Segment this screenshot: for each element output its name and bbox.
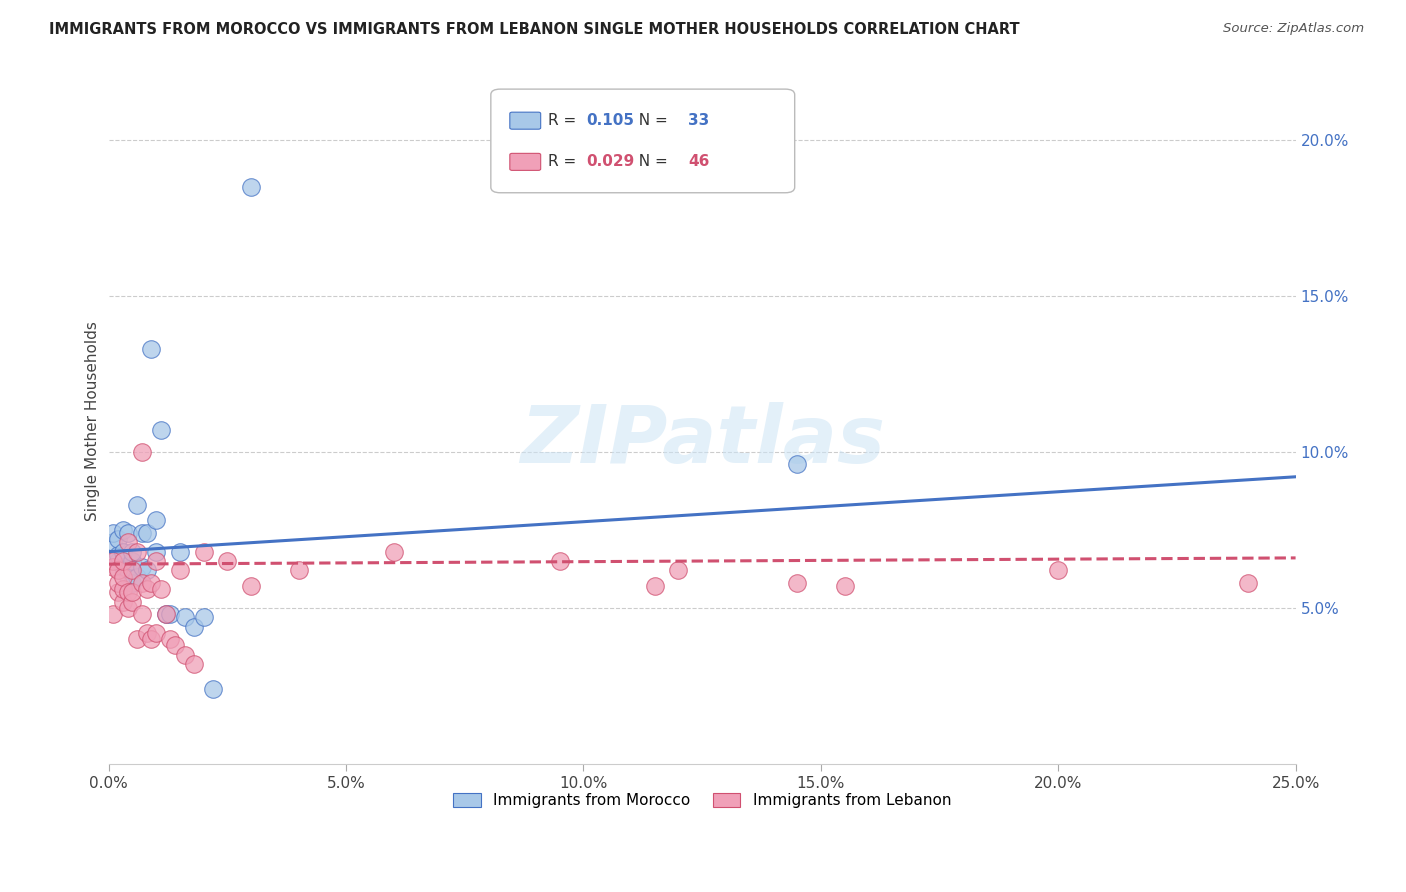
Point: [135, 563, 157, 577]
Point: [666, 563, 689, 577]
Point: [131, 607, 153, 621]
Text: R =: R =: [548, 113, 581, 128]
Point: [107, 554, 129, 568]
Point: [135, 525, 157, 540]
Point: [786, 575, 808, 590]
Text: 33: 33: [688, 113, 709, 128]
Point: [193, 544, 215, 558]
Point: [117, 535, 139, 549]
Point: [169, 544, 191, 558]
Point: [173, 610, 195, 624]
Text: IMMIGRANTS FROM MOROCCO VS IMMIGRANTS FROM LEBANON SINGLE MOTHER HOUSEHOLDS CORR: IMMIGRANTS FROM MOROCCO VS IMMIGRANTS FR…: [49, 22, 1019, 37]
Point: [127, 569, 149, 583]
Point: [240, 579, 263, 593]
Point: [131, 525, 153, 540]
Point: [103, 554, 125, 568]
Point: [121, 585, 143, 599]
Point: [145, 625, 167, 640]
Point: [111, 554, 134, 568]
Point: [786, 458, 808, 472]
Point: [159, 607, 181, 621]
Point: [107, 548, 129, 562]
Text: Source: ZipAtlas.com: Source: ZipAtlas.com: [1223, 22, 1364, 36]
Point: [548, 554, 571, 568]
Point: [107, 532, 129, 546]
Point: [111, 560, 134, 574]
Point: [834, 579, 856, 593]
Point: [117, 525, 139, 540]
Point: [159, 632, 181, 646]
Point: [111, 569, 134, 583]
Legend: Immigrants from Morocco, Immigrants from Lebanon: Immigrants from Morocco, Immigrants from…: [447, 788, 957, 814]
Point: [127, 632, 149, 646]
Point: [127, 498, 149, 512]
Point: [111, 523, 134, 537]
Point: [111, 594, 134, 608]
Point: [117, 569, 139, 583]
Point: [141, 632, 163, 646]
Point: [121, 594, 143, 608]
Point: [149, 582, 172, 596]
Point: [103, 525, 125, 540]
Point: [107, 563, 129, 577]
Point: [131, 560, 153, 574]
Point: [183, 619, 205, 633]
Point: [121, 563, 143, 577]
Point: [193, 610, 215, 624]
Point: [382, 544, 405, 558]
Point: [149, 423, 172, 437]
Text: R =: R =: [548, 154, 581, 169]
Point: [202, 681, 225, 696]
Point: [103, 535, 125, 549]
Point: [103, 560, 125, 574]
Point: [145, 513, 167, 527]
FancyBboxPatch shape: [510, 153, 541, 170]
Point: [117, 585, 139, 599]
Point: [121, 554, 143, 568]
Y-axis label: Single Mother Households: Single Mother Households: [86, 321, 100, 521]
Point: [107, 585, 129, 599]
Point: [155, 607, 177, 621]
Point: [131, 575, 153, 590]
Point: [121, 575, 143, 590]
Point: [103, 607, 125, 621]
Text: N =: N =: [628, 154, 672, 169]
Point: [131, 445, 153, 459]
FancyBboxPatch shape: [510, 112, 541, 129]
Text: 46: 46: [688, 154, 709, 169]
Point: [141, 342, 163, 356]
Point: [287, 563, 309, 577]
Point: [217, 554, 239, 568]
Point: [183, 657, 205, 671]
Point: [1047, 563, 1070, 577]
Point: [145, 554, 167, 568]
Text: ZIPatlas: ZIPatlas: [520, 402, 884, 480]
Point: [135, 625, 157, 640]
Point: [173, 648, 195, 662]
Text: N =: N =: [628, 113, 672, 128]
Point: [117, 563, 139, 577]
Point: [644, 579, 666, 593]
Point: [145, 544, 167, 558]
Point: [240, 179, 263, 194]
Point: [107, 575, 129, 590]
Point: [121, 544, 143, 558]
Point: [117, 600, 139, 615]
Point: [165, 638, 187, 652]
Point: [111, 544, 134, 558]
Text: 0.105: 0.105: [586, 113, 634, 128]
Point: [155, 607, 177, 621]
Point: [111, 582, 134, 596]
Point: [127, 544, 149, 558]
Point: [135, 582, 157, 596]
Point: [169, 563, 191, 577]
FancyBboxPatch shape: [491, 89, 794, 193]
Point: [141, 575, 163, 590]
Text: 0.029: 0.029: [586, 154, 634, 169]
Point: [1237, 575, 1260, 590]
